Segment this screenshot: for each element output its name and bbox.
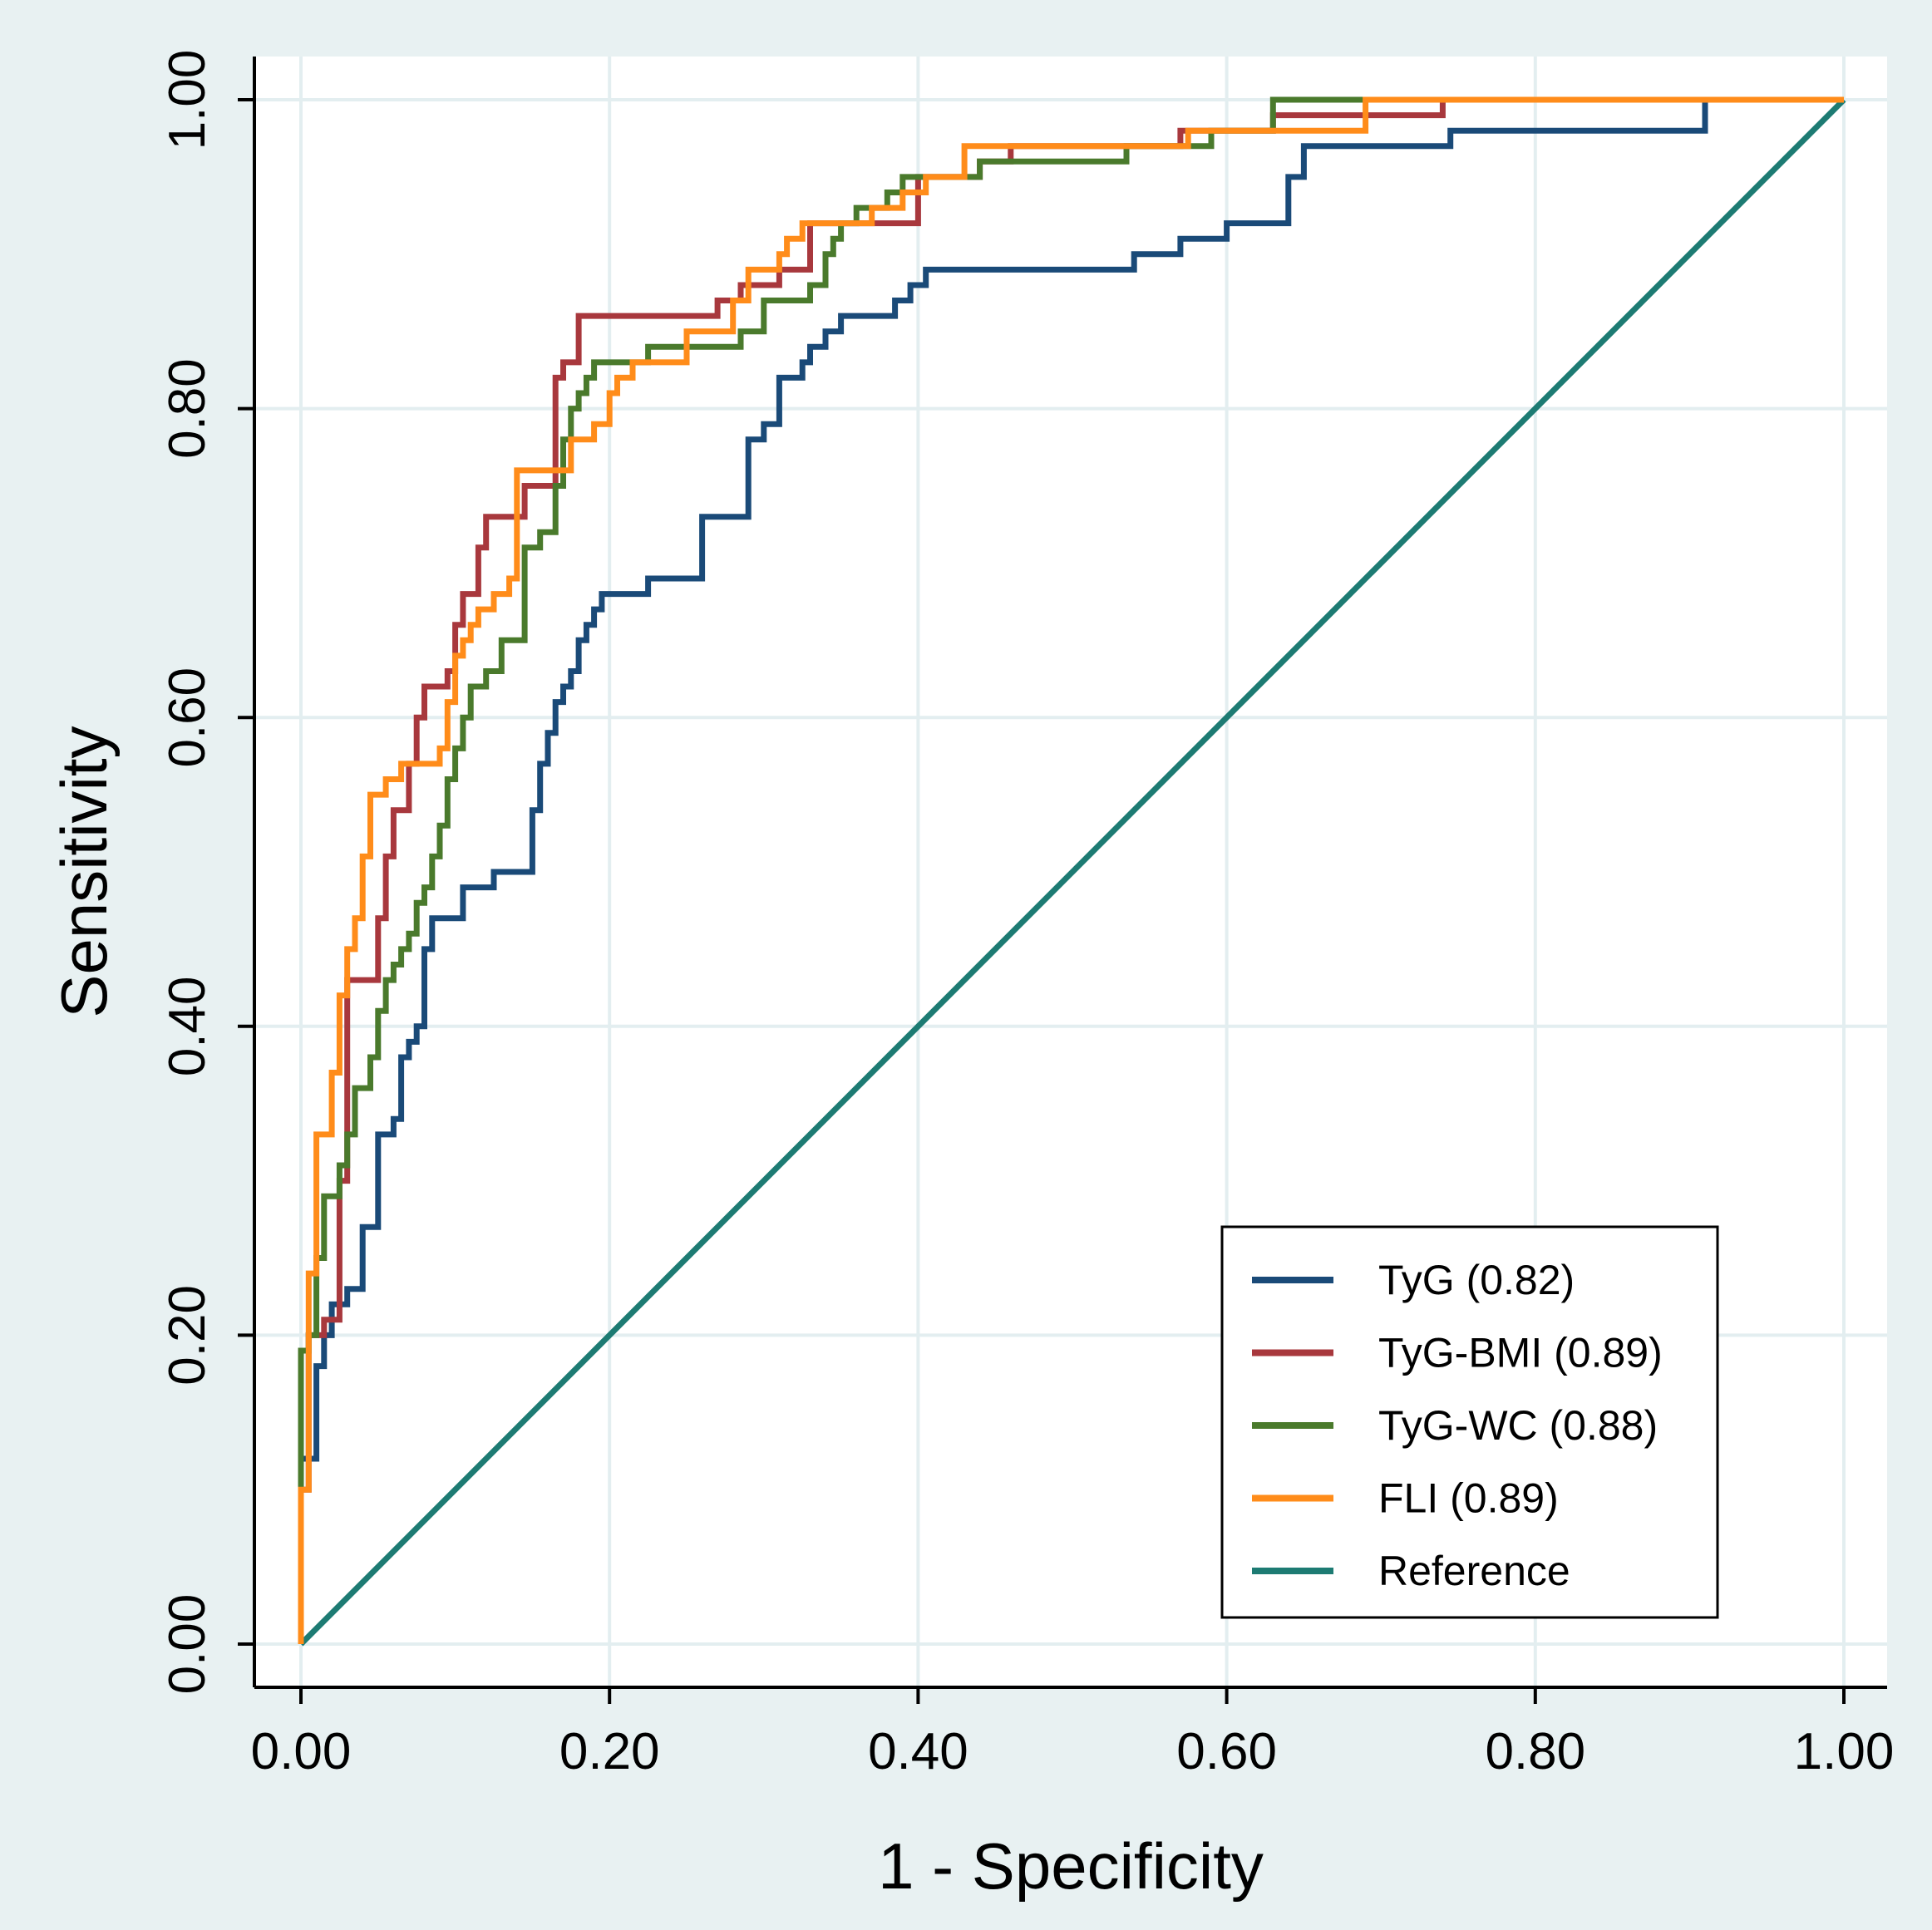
legend-label-tyg: TyG (0.82) [1378, 1257, 1575, 1303]
series-line-tyg [298, 96, 1844, 1644]
x-tick-label-4: 0.80 [1485, 1723, 1585, 1780]
axes [253, 57, 1887, 1689]
x-tick-label-3: 0.60 [1176, 1723, 1277, 1780]
legend-label-fli: FLI (0.89) [1378, 1475, 1559, 1522]
y-tick-label-5: 1.00 [159, 50, 216, 150]
y-tick-label-2: 0.40 [159, 976, 216, 1076]
series-line-fli [298, 96, 1844, 1644]
legend-label-reference: Reference [1378, 1548, 1570, 1594]
y-tick-label-4: 0.80 [159, 358, 216, 459]
y-tick-label-3: 0.60 [159, 667, 216, 768]
x-tick-label-2: 0.40 [868, 1723, 968, 1780]
series-lines [298, 96, 1846, 1647]
x-tick-label-5: 1.00 [1794, 1723, 1895, 1780]
legend-label-tyg-bmi: TyG-BMI (0.89) [1378, 1330, 1663, 1376]
x-tick-label-1: 0.20 [559, 1723, 660, 1780]
legend-label-tyg-wc: TyG-WC (0.88) [1378, 1402, 1658, 1449]
series-line-reference [298, 97, 1846, 1647]
y-tick-label-1: 0.20 [159, 1285, 216, 1386]
y-tick-label-0: 0.00 [159, 1594, 216, 1695]
legend: TyG (0.82) TyG-BMI (0.89) TyG-WC (0.88) FLI… [1220, 1225, 1719, 1619]
axis-ticks: 0.00 0.20 0.40 0.60 0.80 1.00 0.00 0.20 0.40 0.60… [159, 50, 1894, 1780]
y-axis-title: Sensitivity [47, 726, 121, 1017]
x-axis-title: 1 - Specificity [878, 1829, 1264, 1903]
x-tick-label-0: 0.00 [251, 1723, 352, 1780]
